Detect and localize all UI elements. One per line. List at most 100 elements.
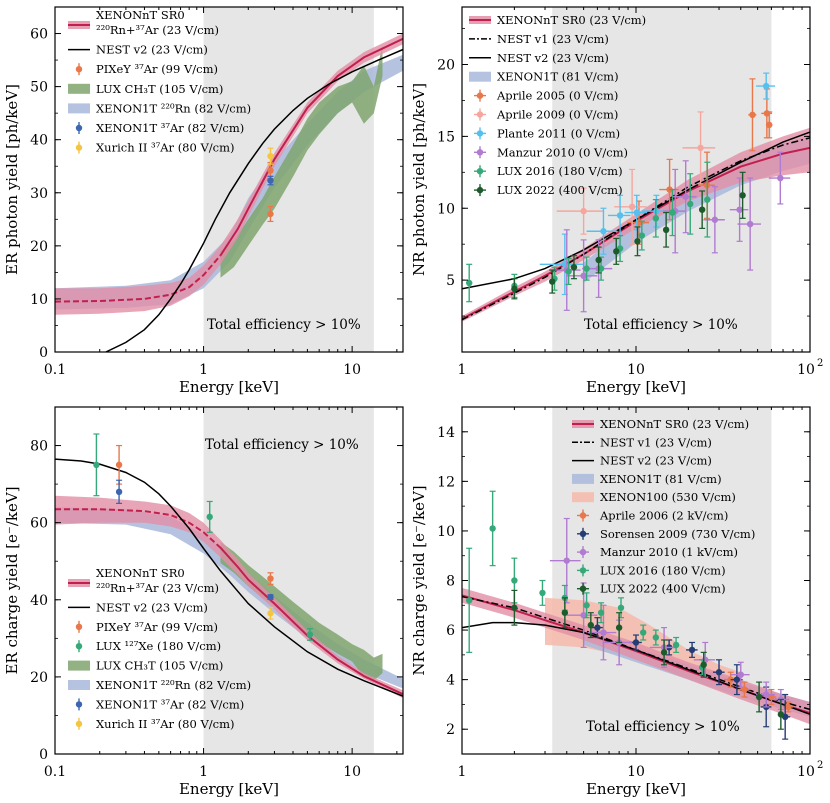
x-axis-label: Energy [keV] [586, 378, 686, 396]
data-point [594, 624, 601, 631]
data-point [561, 609, 569, 616]
data-point [662, 226, 670, 234]
data-point [736, 206, 743, 213]
data-point [687, 200, 694, 208]
x-axis-label: Energy [keV] [179, 378, 279, 396]
efficiency-shade [203, 407, 374, 754]
data-point [115, 488, 123, 496]
data-point [777, 174, 784, 182]
data-point [733, 676, 741, 683]
legend-label: NEST v2 (23 V/cm) [497, 51, 609, 65]
band-lux-ch3t [220, 44, 383, 278]
points-aprile-2006 [723, 671, 794, 713]
x-tick-label: 1 [458, 764, 467, 780]
legend-label: XENON1T (81 V/cm) [497, 70, 619, 84]
ticks [54, 406, 403, 755]
legend-label: LUX 2022 (400 V/cm) [497, 183, 623, 197]
y-tick-label: 30 [30, 186, 48, 202]
data-point [563, 557, 570, 564]
points-xurich-ii-37ar [267, 147, 274, 165]
data-point [634, 238, 641, 245]
data-point [600, 228, 607, 235]
legend-swatch-marker [476, 186, 484, 194]
points-xurich-ii-37ar [267, 606, 274, 620]
x-tick-label: 1 [199, 764, 208, 780]
y-tick-label: 4 [446, 673, 455, 689]
y-tick-label: 40 [30, 593, 48, 609]
data-point [762, 691, 770, 698]
data-point [785, 703, 792, 711]
legend-label: Aprile 2009 (0 V/cm) [496, 108, 618, 122]
points-pixey-37ar [115, 444, 274, 585]
legend-label: LUX 2016 (180 V/cm) [497, 164, 623, 178]
efficiency-label: Total efficiency > 10% [586, 719, 740, 735]
legend-swatch [68, 103, 90, 114]
legend-swatch [68, 83, 90, 94]
legend-label: XENON1T (81 V/cm) [600, 472, 722, 486]
axes-frame [54, 406, 404, 755]
x-tick-label: 10 [627, 764, 645, 780]
legend-label: ²²⁰Rn+³⁷Ar (23 V/cm) [96, 581, 219, 595]
legend-swatch-marker [476, 168, 484, 175]
legend-label: XENONnT SR0 (23 V/cm) [600, 417, 749, 431]
points-lux-2022 [511, 589, 785, 730]
legend: XENONnT SR0 (23 V/cm) NEST v1 (23 V/cm) NE… [572, 417, 755, 596]
panel-er-photon: Total efficiency > 10% 0.1 1 10 0 10 20 30 40 50 6… [3, 6, 404, 396]
data-point [267, 152, 274, 160]
y-tick-label: 20 [437, 58, 455, 74]
y-tick-label: 40 [30, 133, 48, 149]
y-tick-label: 50 [30, 80, 48, 96]
legend-label: XENON1T ³⁷Ar (82 V/cm) [96, 121, 244, 135]
points-lux-2022 [511, 171, 746, 300]
legend-swatch-marker [75, 701, 83, 708]
x-tick-label: 0.1 [44, 764, 66, 780]
data-point [768, 693, 775, 701]
x-tick-label: 1 [199, 362, 208, 378]
efficiency-label: Total efficiency > 10% [207, 317, 361, 333]
legend-label: ²²⁰Rn+³⁷Ar (23 V/cm) [96, 23, 219, 37]
data-point [766, 121, 773, 129]
x-tick-label: 0.1 [44, 362, 66, 378]
legend-swatch-marker [476, 92, 484, 99]
line-nest-v2 [462, 131, 810, 290]
legend-label: XENONnT SR0 [96, 8, 185, 22]
data-point [511, 604, 518, 611]
points-xenon1t-37ar [115, 479, 274, 601]
ticks [461, 406, 811, 755]
legend-swatch-marker [579, 530, 587, 537]
y-tick-label: 5 [446, 273, 455, 289]
plot-area [55, 7, 403, 352]
data-point [755, 693, 763, 701]
legend-label: NEST v2 (23 V/cm) [600, 454, 712, 468]
legend-swatch-marker [579, 548, 587, 556]
data-point [613, 248, 620, 255]
y-tick-label: 80 [30, 439, 48, 455]
y-tick-label: 0 [39, 747, 48, 763]
data-point [565, 268, 572, 275]
data-point [267, 593, 274, 601]
y-axis-label: ER photon yield [ph/keV] [3, 84, 21, 275]
data-point [511, 577, 518, 584]
data-point [570, 263, 578, 271]
data-point [539, 589, 546, 597]
legend-label: NEST v1 (23 V/cm) [497, 32, 609, 46]
plot-area [55, 407, 403, 754]
legend-label: Aprile 2005 (0 V/cm) [496, 89, 618, 103]
y-tick-label: 14 [437, 425, 455, 441]
data-point [762, 82, 770, 90]
panel-er-charge: Total efficiency > 10% 0.1 1 10 0 20 40 60 80 Ene… [3, 406, 404, 798]
band-lux-ch3t [220, 541, 383, 681]
y-tick-label: 10 [437, 524, 455, 540]
legend-label: Xurich II ³⁷Ar (80 V/cm) [96, 717, 234, 731]
data-point [511, 285, 518, 292]
data-point [267, 210, 274, 218]
data-point [587, 621, 595, 629]
legend: XENONnT SR0 (23 V/cm) NEST v1 (23 V/cm) NE… [469, 13, 646, 197]
y-tick-label: 12 [437, 474, 455, 490]
ticks [461, 7, 811, 353]
data-point [741, 686, 748, 693]
x-tick-label: 10 [343, 362, 361, 378]
line-nest-v2 [105, 48, 403, 352]
data-point [580, 612, 587, 619]
